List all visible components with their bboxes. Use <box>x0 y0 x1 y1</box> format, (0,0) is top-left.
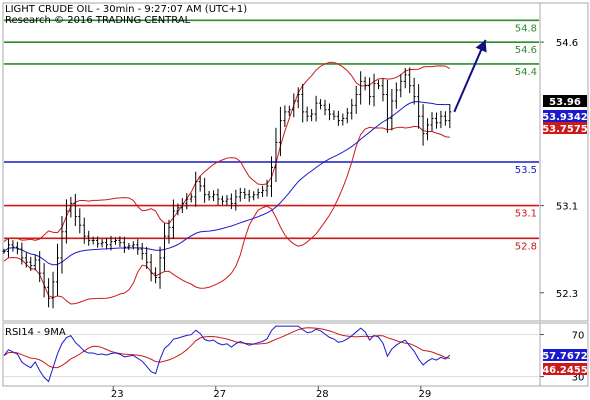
rsi-tag-box <box>543 349 587 361</box>
chart-title: LIGHT CRUDE OIL - 30min - 9:27:07 AM (UT… <box>5 4 247 15</box>
price-tag-box <box>543 110 587 122</box>
price-tag-label: 53.7575 <box>542 124 588 135</box>
level-label: 53.5 <box>515 165 537 176</box>
rsi-y-ticks: 70 30 <box>540 331 584 384</box>
x-tick-label: 27 <box>213 389 226 400</box>
price-tag-label: 53.96 <box>549 97 581 108</box>
level-label: 52.8 <box>515 241 537 252</box>
x-tick-label: 29 <box>418 389 431 400</box>
x-axis: 23 27 28 29 <box>111 386 431 400</box>
price-bars <box>2 67 452 309</box>
right-axis-frame <box>539 2 589 322</box>
rsi-tick-label: 70 <box>572 331 585 342</box>
chart-subtitle: Research © 2016 TRADING CENTRAL <box>5 15 191 26</box>
rsi-tag-box <box>543 363 587 375</box>
projection-line <box>453 39 487 113</box>
level-label: 54.6 <box>515 45 537 56</box>
projection-arrow <box>453 39 487 113</box>
rsi-line <box>3 325 451 383</box>
projection-arrowhead <box>475 39 487 53</box>
price-tag-box <box>543 122 587 134</box>
rsi-tag-label: 57.7672 <box>542 351 588 362</box>
rsi-panel: 70 30 57.7672 46.2455 RSI14 - 9MA <box>2 322 589 387</box>
x-tick-label: 23 <box>111 389 124 400</box>
rsi-title: RSI14 - 9MA <box>5 327 66 338</box>
price-tag-box <box>543 95 587 107</box>
rsi-grid <box>4 334 539 378</box>
level-label: 54.4 <box>515 67 537 78</box>
rsi-plot-frame <box>2 322 541 387</box>
x-tick-label: 28 <box>316 389 329 400</box>
rsi-tag-label: 46.2455 <box>542 365 588 376</box>
y-tick-label: 54.6 <box>556 38 578 49</box>
moving-average-line <box>3 101 450 266</box>
moving-average <box>3 101 450 266</box>
main-panel: 54.8 54.6 54.4 53.5 53.1 52.8 54.6 53.1 52.3 53… <box>2 2 589 322</box>
main-y-ticks: 54.6 53.1 52.3 <box>540 38 578 300</box>
level-label: 54.8 <box>515 23 537 34</box>
level-label: 53.1 <box>515 209 537 220</box>
rsi-value-tags: 57.7672 46.2455 <box>542 349 588 376</box>
y-tick-label: 53.1 <box>556 202 578 213</box>
y-tick-label: 52.3 <box>556 289 578 300</box>
price-tag-label: 53.9342 <box>542 112 588 123</box>
rsi-tick-label: 30 <box>572 373 585 384</box>
rsi-lines <box>3 325 451 383</box>
upper-band-line <box>3 61 451 242</box>
